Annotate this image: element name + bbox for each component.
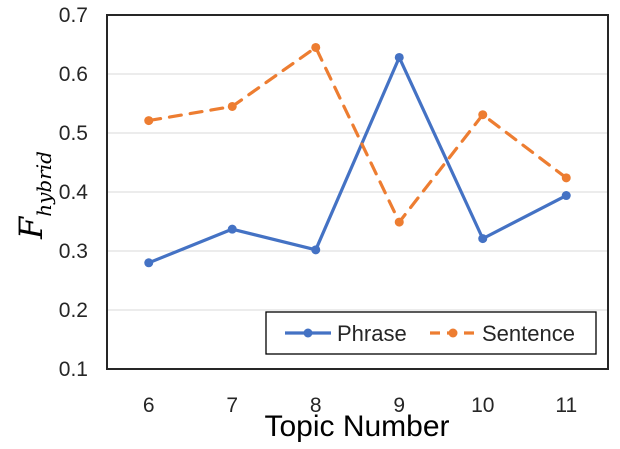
legend-label: Sentence xyxy=(482,321,575,346)
legend-marker xyxy=(448,328,458,338)
series-line-phrase xyxy=(147,55,568,265)
data-point xyxy=(144,258,154,268)
data-point xyxy=(227,224,237,234)
y-axis-title-main: F xyxy=(12,215,50,240)
series-sentence xyxy=(144,42,571,227)
plot-frame xyxy=(106,14,609,370)
y-axis-ticks: 0.1 0.2 0.3 0.4 0.5 0.6 0.7 xyxy=(59,4,89,381)
gridlines xyxy=(107,73,608,311)
legend-item-phrase: Phrase xyxy=(285,321,407,346)
data-point xyxy=(394,52,404,62)
y-tick-label: 0.3 xyxy=(59,240,88,263)
x-tick-label: 9 xyxy=(393,394,405,417)
y-tick-label: 0.5 xyxy=(59,122,88,145)
data-point xyxy=(144,116,154,126)
data-point xyxy=(311,42,321,52)
x-tick-label: 7 xyxy=(226,394,238,417)
y-tick-label: 0.2 xyxy=(59,299,88,322)
x-axis-title: Topic Number xyxy=(264,410,449,443)
y-axis-title-subscript: hybrid xyxy=(32,151,56,217)
x-tick-label: 11 xyxy=(555,394,577,417)
data-point xyxy=(478,234,488,244)
data-point xyxy=(561,191,571,201)
data-point xyxy=(561,173,571,183)
y-tick-label: 0.6 xyxy=(59,63,88,86)
x-tick-label: 10 xyxy=(471,394,494,417)
data-point xyxy=(478,110,488,120)
data-point xyxy=(227,101,237,111)
y-tick-label: 0.4 xyxy=(59,181,89,204)
y-tick-label: 0.1 xyxy=(59,358,88,381)
legend-marker xyxy=(303,328,313,338)
data-point xyxy=(394,217,404,227)
x-tick-label: 6 xyxy=(143,394,155,417)
y-tick-label: 0.7 xyxy=(59,4,88,27)
data-point xyxy=(311,245,321,255)
plot-area-border xyxy=(106,14,609,370)
legend: Phrase Sentence xyxy=(265,311,597,355)
y-axis-title: Fhybrid xyxy=(12,151,56,240)
series-line-sentence xyxy=(147,45,568,224)
series-lines xyxy=(144,42,571,268)
x-axis-ticks: 6 7 8 9 10 11 xyxy=(143,394,577,417)
series-phrase xyxy=(144,52,571,268)
legend-item-sentence: Sentence xyxy=(430,321,575,346)
x-tick-label: 8 xyxy=(310,394,322,417)
legend-label: Phrase xyxy=(337,321,407,346)
